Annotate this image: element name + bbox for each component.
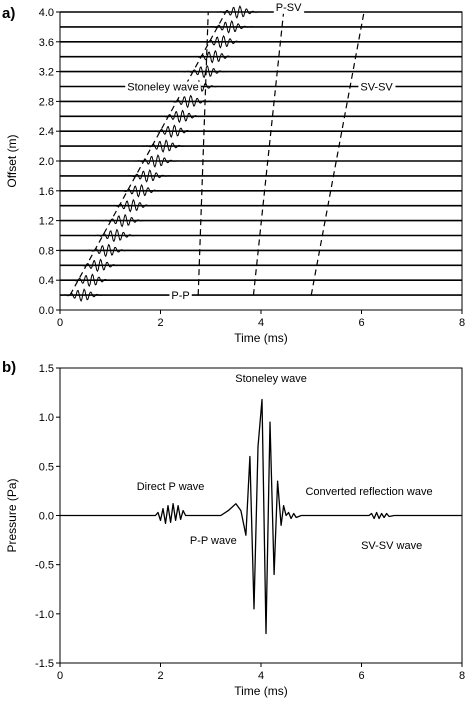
trace-13-wavelet [158, 109, 204, 124]
panel-a-x-tick-label-1: 2 [157, 317, 163, 329]
panel-b-annotation-1: Stoneley wave [235, 373, 307, 385]
trace-19-wavelet [207, 20, 253, 34]
panel-a-y-tick-label-3: 1.2 [39, 216, 54, 228]
panel-a-y-tick-label-1: 0.4 [39, 275, 54, 287]
panel-a-y-tick-label-2: 0.8 [39, 245, 54, 257]
panel-b-annotation-5: SV-SV wave [361, 540, 422, 552]
trace-1-wavelet [60, 288, 106, 302]
panel-a-label: a) [2, 5, 15, 22]
panel-a-annotation-bg-2 [169, 290, 192, 303]
panel-a-x-tick-label-3: 6 [358, 317, 364, 329]
panel-a-annotation-2: P-P [171, 290, 189, 302]
panel-b-y-tick-label-0: -1.5 [35, 658, 54, 670]
panel-b-annotation-4: Converted reflection wave [305, 486, 432, 498]
panel-a-annotation-3: P-SV [276, 2, 302, 14]
panel-a-annotation-1: Stoneley wave [127, 82, 199, 94]
trace-18-wavelet [199, 35, 245, 49]
panel-a-x-tick-label-0: 0 [57, 317, 63, 329]
panel-b-x-tick-label-2: 4 [258, 670, 264, 682]
trace-3-wavelet [76, 258, 122, 273]
trace-4-wavelet [84, 243, 130, 258]
panel-a-annotation-bg-4 [358, 81, 396, 94]
trace-6-wavelet [101, 213, 147, 228]
panel-a-y-tick-label-0: 0.0 [39, 305, 54, 317]
panel-b-y-tick-label-4: 0.5 [39, 461, 54, 473]
arrival-curve-3 [252, 11, 285, 296]
panel-b-y-tick-label-1: -1.0 [35, 609, 54, 621]
panel-a-y-tick-label-8: 3.2 [39, 67, 54, 79]
panel-b-x-tick-label-1: 2 [157, 670, 163, 682]
panel-a-annotation-bg-3 [273, 1, 305, 14]
arrival-curve-4 [310, 11, 365, 296]
trace-12-wavelet [150, 124, 196, 139]
panel-a-y-tick-label-4: 1.6 [39, 186, 54, 198]
panel-a-annotation-4: SV-SV [360, 82, 393, 94]
panel-b-x-tick-label-4: 8 [459, 670, 465, 682]
panel-a-plot: 0 2 4 6 8 0.0 0.4 0.8 1.2 1.6 2.0 2.4 2.8 3.2 3.6 4.0 Ti… [5, 1, 465, 345]
trace-2-wavelet [68, 273, 114, 287]
panel-b-annotation-2: Direct P wave [137, 481, 205, 493]
trace-20-wavelet [215, 5, 261, 19]
panel-b-y-tick-label-5: 1.0 [39, 412, 54, 424]
panel-a-y-tick-label-6: 2.4 [39, 126, 54, 138]
panel-a-x-tick-label-4: 8 [459, 317, 465, 329]
panel-b-label: b) [2, 359, 16, 376]
trace-10-wavelet [133, 154, 179, 168]
panel-a-y-tick-label-5: 2.0 [39, 156, 54, 168]
panel-a-annotation-bg-1 [125, 81, 201, 94]
panel-b-annotation-3: P-P wave [190, 535, 237, 547]
panel-b-plot: 0 2 4 6 8 -1.5 -1.0 -0.5 0.0 0.5 1.0 1.5 Time (ms) Pr… [5, 363, 465, 698]
pressure-waveform-line [60, 398, 462, 635]
arrival-curve-2 [197, 11, 209, 296]
trace-5-wavelet [92, 228, 138, 243]
panel-b-x-axis-title: Time (ms) [234, 684, 288, 698]
panel-a-x-tick-label-2: 4 [258, 317, 264, 329]
trace-9-wavelet [125, 169, 171, 183]
panel-a-x-axis-title: Time (ms) [234, 331, 288, 345]
panel-a-y-tick-label-7: 2.8 [39, 96, 54, 108]
trace-17-wavelet [191, 49, 237, 64]
trace-8-wavelet [117, 183, 163, 198]
trace-14-wavelet [166, 94, 212, 109]
panel-b-x-tick-label-3: 6 [358, 670, 364, 682]
panel-b-y-tick-label-2: -0.5 [35, 560, 54, 572]
panel-b-x-tick-label-0: 0 [57, 670, 63, 682]
arrival-curve-1 [69, 11, 227, 296]
trace-11-wavelet [142, 139, 188, 153]
panel-b-y-tick-label-6: 1.5 [39, 363, 54, 375]
panel-a-y-axis-title: Offset (m) [5, 134, 19, 187]
panel-b-y-axis-title: Pressure (Pa) [5, 478, 19, 552]
panel-b-y-tick-label-3: 0.0 [39, 511, 54, 523]
panel-a-y-tick-label-9: 3.6 [39, 37, 54, 49]
trace-7-wavelet [109, 198, 155, 213]
panel-a-y-tick-label-10: 4.0 [39, 7, 54, 19]
